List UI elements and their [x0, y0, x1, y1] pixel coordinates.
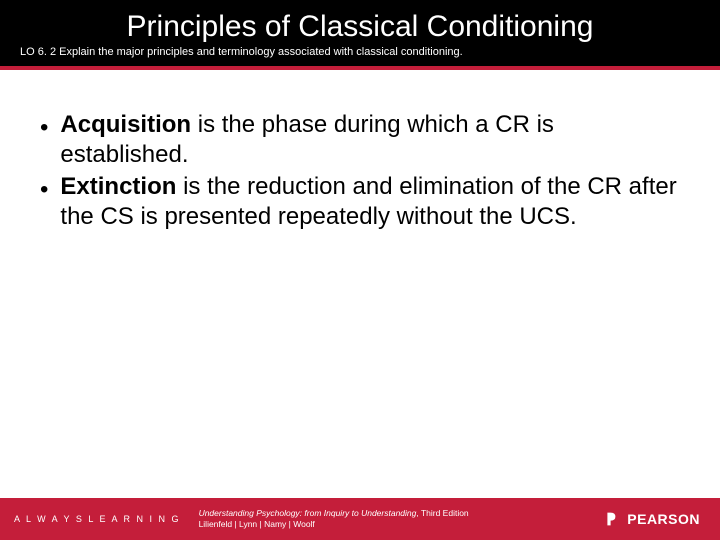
book-authors: Lilienfeld | Lynn | Namy | Woolf	[199, 519, 606, 530]
pearson-text: PEARSON	[627, 511, 700, 527]
footer-tagline: A L W A Y S L E A R N I N G	[0, 514, 181, 524]
bullet-text: Acquisition is the phase during which a …	[60, 110, 680, 170]
pearson-logo: PEARSON	[605, 511, 700, 527]
bullet-icon: •	[40, 174, 48, 205]
bullet-text: Extinction is the reduction and eliminat…	[60, 172, 680, 232]
term: Acquisition	[60, 111, 191, 138]
bullet-item: • Acquisition is the phase during which …	[40, 110, 680, 170]
book-title: Understanding Psychology: from Inquiry t…	[199, 508, 417, 518]
learning-objective: LO 6. 2 Explain the major principles and…	[20, 46, 700, 58]
bullet-item: • Extinction is the reduction and elimin…	[40, 172, 680, 232]
bullet-icon: •	[40, 112, 48, 143]
slide-title: Principles of Classical Conditioning	[20, 10, 700, 44]
footer-brand: PEARSON	[605, 511, 720, 527]
slide-content: • Acquisition is the phase during which …	[0, 70, 720, 254]
pearson-icon	[605, 511, 621, 527]
term: Extinction	[60, 173, 176, 200]
slide-header: Principles of Classical Conditioning LO …	[0, 0, 720, 70]
slide-footer: A L W A Y S L E A R N I N G Understandin…	[0, 498, 720, 540]
book-edition: , Third Edition	[416, 508, 468, 518]
footer-citation: Understanding Psychology: from Inquiry t…	[181, 508, 606, 530]
